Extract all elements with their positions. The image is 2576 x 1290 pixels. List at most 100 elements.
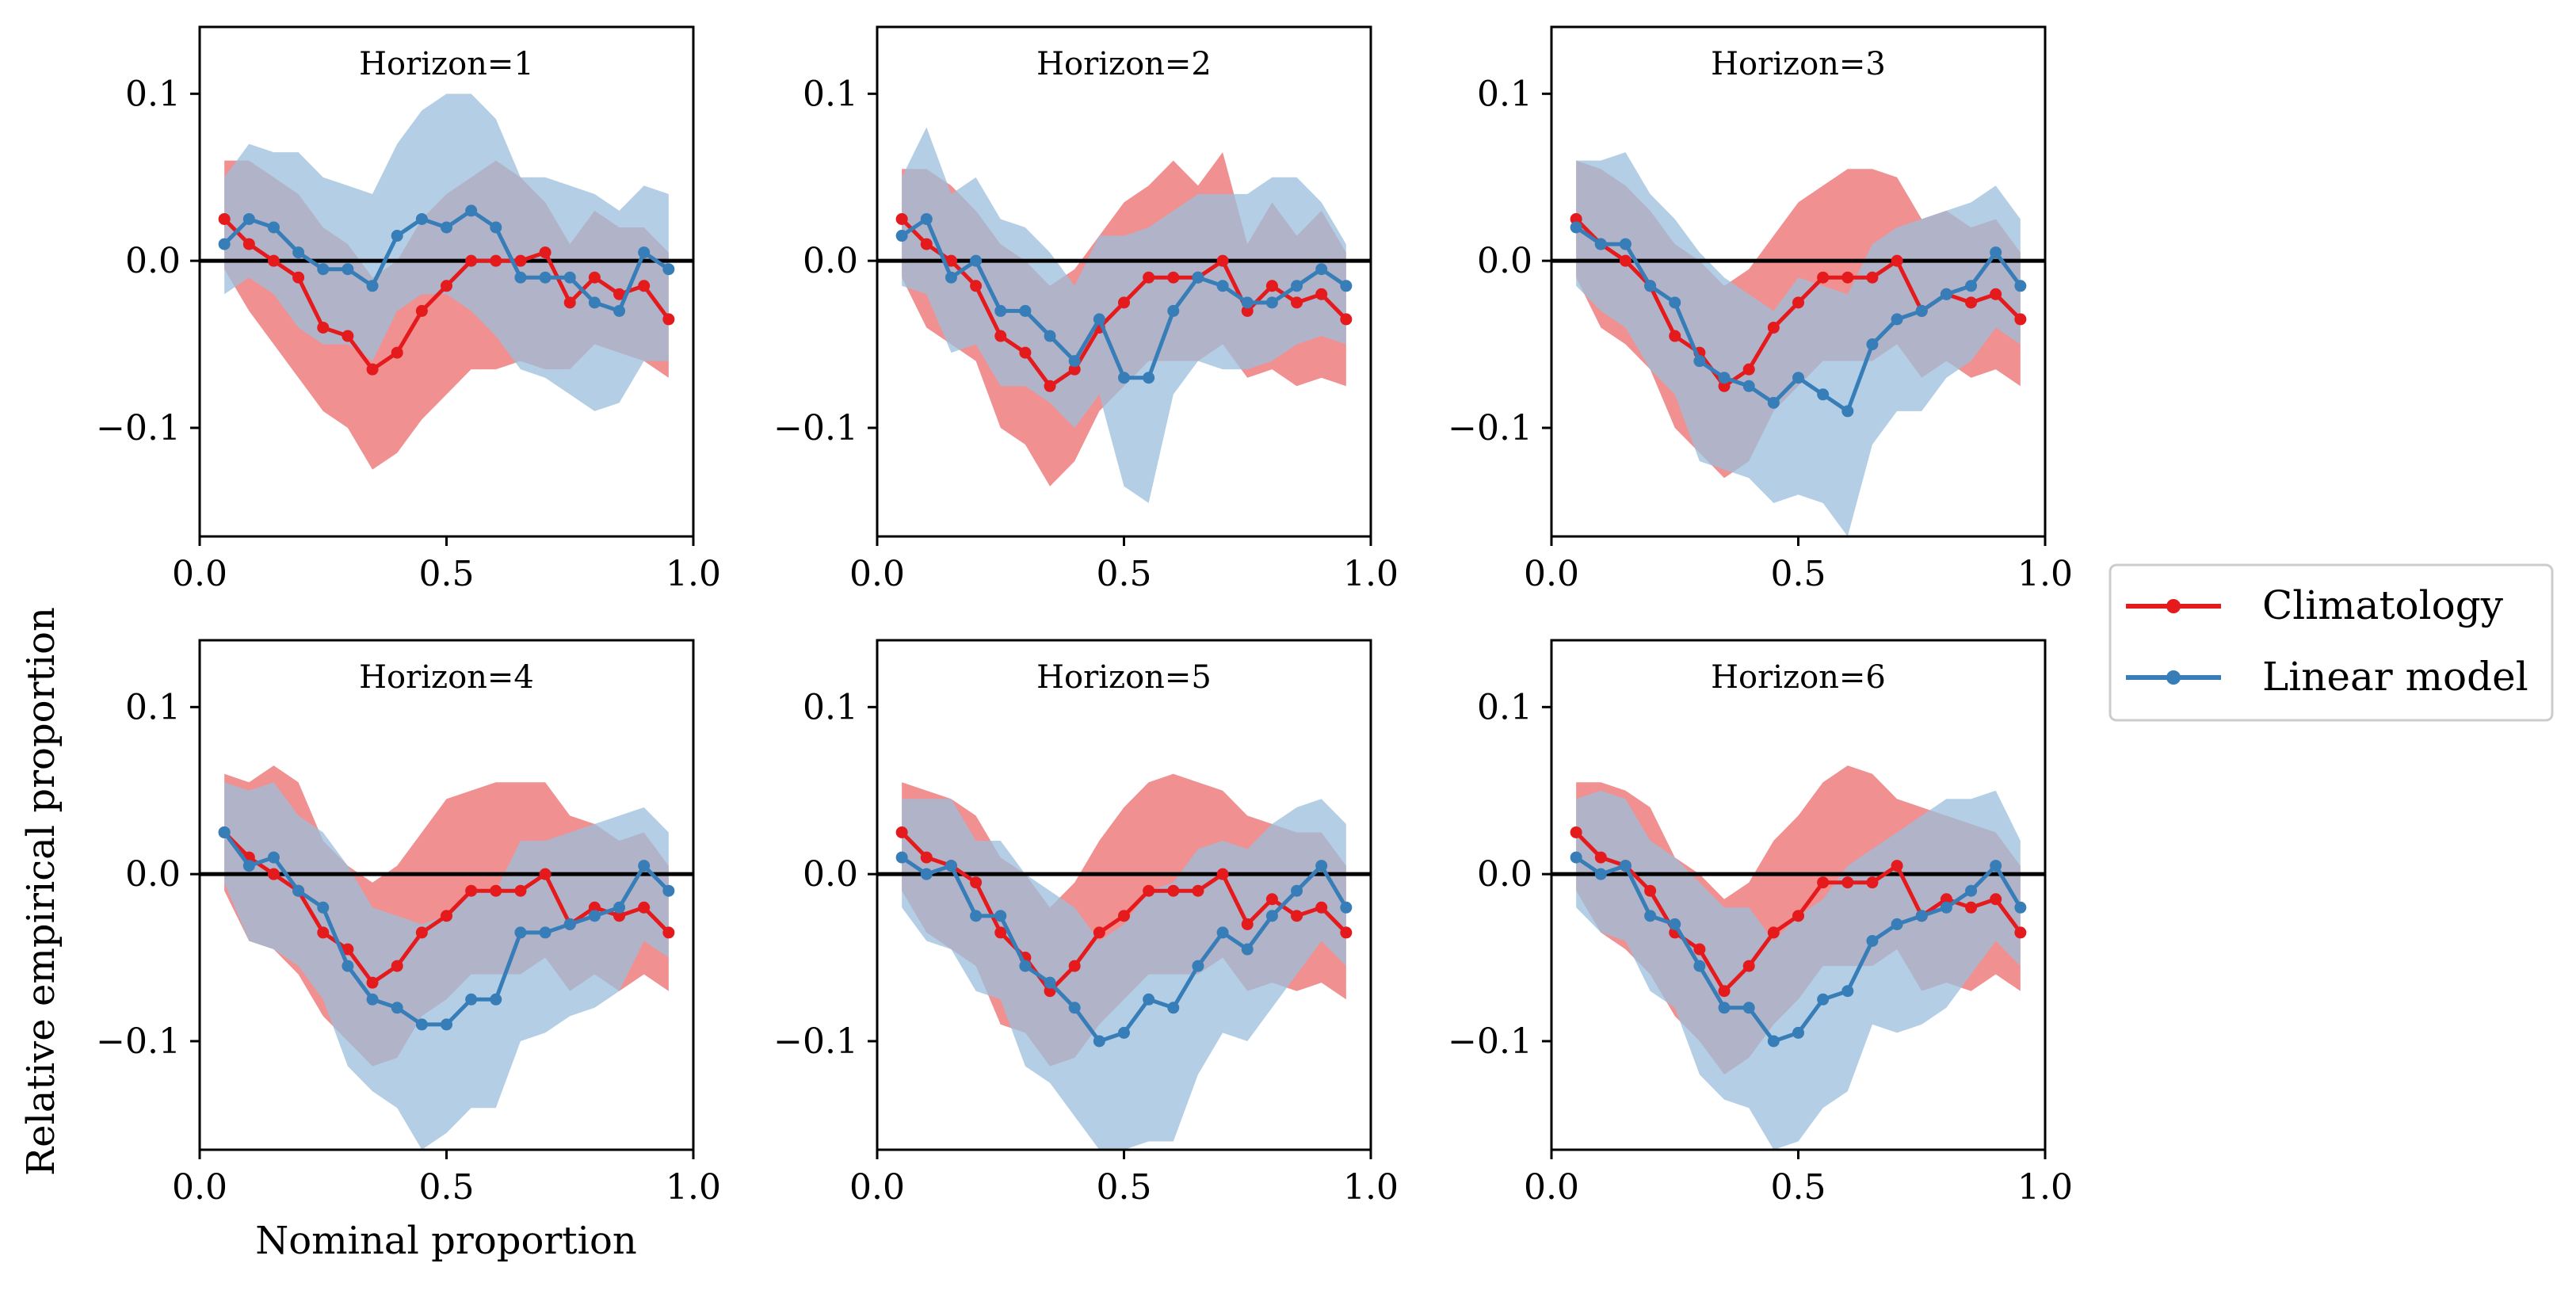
- point-linear-model: [292, 246, 305, 259]
- point-climatology: [1965, 901, 1978, 914]
- point-climatology: [1817, 876, 1830, 889]
- point-linear-model: [1044, 330, 1056, 342]
- point-climatology: [1718, 380, 1731, 392]
- point-climatology: [2014, 926, 2027, 939]
- y-tick-label: 0.1: [125, 74, 181, 114]
- legend-marker-linear-model: [2166, 670, 2181, 685]
- point-climatology: [366, 363, 379, 376]
- point-climatology: [218, 212, 231, 225]
- point-climatology: [1742, 363, 1755, 376]
- point-linear-model: [1693, 960, 1706, 972]
- point-climatology: [638, 280, 651, 292]
- point-climatology: [1143, 271, 1155, 284]
- plot-area: [200, 765, 693, 1150]
- point-linear-model: [1792, 372, 1804, 384]
- point-linear-model: [441, 221, 452, 234]
- legend-item-climatology: Climatology: [2126, 582, 2504, 628]
- point-climatology: [1068, 363, 1081, 376]
- point-linear-model: [218, 238, 231, 250]
- point-linear-model: [563, 271, 576, 284]
- point-linear-model: [317, 901, 330, 914]
- point-climatology: [1019, 346, 1032, 359]
- point-linear-model: [1718, 1002, 1731, 1014]
- point-climatology: [1619, 254, 1631, 267]
- point-linear-model: [441, 1018, 452, 1031]
- point-climatology: [342, 943, 354, 956]
- point-linear-model: [1644, 280, 1657, 292]
- point-climatology: [1570, 826, 1582, 838]
- y-tick-label: 0.0: [803, 854, 858, 895]
- point-linear-model: [1068, 1002, 1081, 1014]
- point-linear-model: [1118, 372, 1130, 384]
- y-tick-label: −0.1: [773, 1021, 858, 1062]
- point-climatology: [1315, 288, 1328, 300]
- point-climatology: [895, 212, 908, 225]
- x-tick-label: 0.5: [1097, 1167, 1152, 1208]
- point-linear-model: [1891, 918, 1903, 930]
- point-linear-model: [465, 204, 478, 217]
- y-tick-label: −0.1: [1448, 408, 1532, 448]
- point-linear-model: [1767, 1035, 1780, 1048]
- point-linear-model: [242, 212, 255, 225]
- point-linear-model: [490, 221, 502, 234]
- point-linear-model: [1990, 860, 2002, 872]
- legend-label-climatology: Climatology: [2262, 582, 2504, 628]
- x-tick-label: 0.0: [172, 1167, 227, 1208]
- point-climatology: [662, 313, 675, 326]
- point-climatology: [1792, 910, 1804, 922]
- legend-label-linear-model: Linear model: [2262, 654, 2528, 700]
- x-tick-label: 0.5: [419, 554, 475, 594]
- point-linear-model: [1315, 860, 1328, 872]
- point-linear-model: [994, 910, 1007, 922]
- point-linear-model: [1792, 1026, 1804, 1039]
- point-linear-model: [317, 263, 330, 276]
- y-tick-label: 0.1: [1477, 74, 1532, 114]
- band-linear-model: [902, 799, 1346, 1150]
- point-climatology: [490, 884, 502, 897]
- point-linear-model: [1841, 985, 1854, 998]
- point-linear-model: [1940, 288, 1952, 300]
- point-linear-model: [563, 918, 576, 930]
- point-climatology: [1841, 271, 1854, 284]
- x-tick-label: 0.0: [849, 554, 905, 594]
- point-linear-model: [1315, 263, 1328, 276]
- point-climatology: [441, 280, 452, 292]
- point-linear-model: [895, 230, 908, 242]
- point-linear-model: [1143, 993, 1155, 1006]
- point-linear-model: [1940, 901, 1952, 914]
- x-tick-label: 1.0: [1343, 1167, 1399, 1208]
- point-climatology: [1891, 860, 1903, 872]
- point-climatology: [292, 271, 305, 284]
- point-linear-model: [342, 960, 354, 972]
- point-linear-model: [1216, 280, 1229, 292]
- point-climatology: [1068, 960, 1081, 972]
- point-climatology: [441, 910, 452, 922]
- point-climatology: [391, 346, 403, 359]
- point-climatology: [1940, 893, 1952, 906]
- y-tick-label: −0.1: [96, 408, 181, 448]
- point-climatology: [895, 826, 908, 838]
- point-climatology: [1167, 271, 1180, 284]
- point-climatology: [342, 330, 354, 342]
- point-climatology: [1792, 296, 1804, 309]
- point-linear-model: [1669, 918, 1681, 930]
- point-linear-model: [1143, 372, 1155, 384]
- point-climatology: [920, 851, 933, 864]
- point-linear-model: [1718, 372, 1731, 384]
- point-linear-model: [1693, 355, 1706, 368]
- plot-area: [1551, 765, 2045, 1150]
- point-climatology: [317, 321, 330, 334]
- point-climatology: [1340, 926, 1353, 939]
- point-climatology: [1594, 851, 1607, 864]
- point-climatology: [563, 296, 576, 309]
- y-tick-label: 0.1: [803, 687, 858, 727]
- y-tick-label: −0.1: [773, 408, 858, 448]
- point-climatology: [920, 238, 933, 250]
- y-tick-label: 0.0: [1477, 854, 1532, 895]
- subplot-1: Horizon=1 0.1 0.0 −0.1 0.0 0.5 1.0: [96, 25, 721, 594]
- point-linear-model: [490, 993, 502, 1006]
- point-climatology: [1291, 910, 1303, 922]
- point-climatology: [1118, 296, 1130, 309]
- band-linear-model: [1576, 152, 2021, 536]
